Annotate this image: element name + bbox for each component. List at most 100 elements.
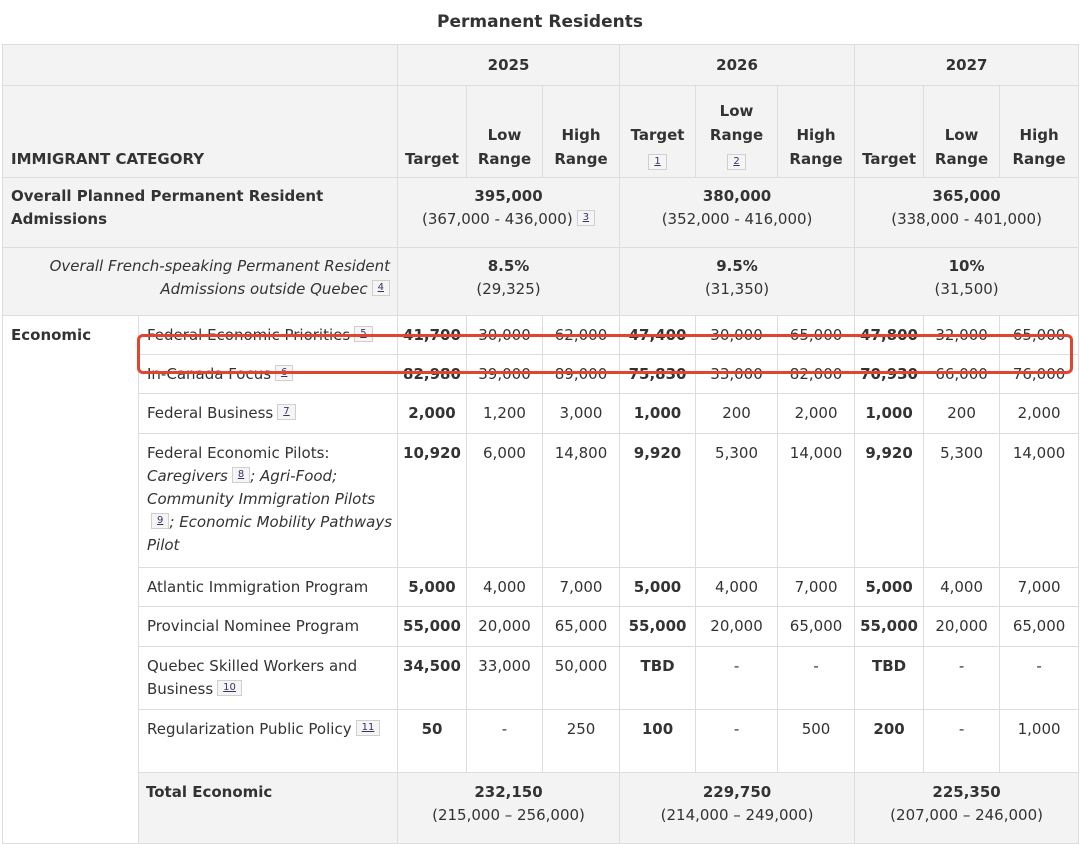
program-label: In-Canada Focus [147,365,272,383]
program-in-canada-focus: In-Canada Focus 6 [138,354,398,394]
low-2027-cell: - [923,646,1001,710]
low-2026-cell: 200 [695,393,779,434]
table-caption: Permanent Residents [437,12,643,32]
target-2026-cell: TBD [619,646,697,710]
target-2025-cell: 5,000 [397,567,467,607]
total-2027-range: (207,000 – 246,000) [890,806,1043,824]
low-2025-cell: - [466,709,543,773]
table-row: Federal Business 7 2,000 1,200 3,000 1,00… [3,393,1080,434]
high-range-header-2025: High Range [541,85,621,178]
total-2025-value: 232,150 [474,783,543,801]
high-2026-cell: 2,000 [777,393,856,434]
total-2026-value: 229,750 [702,783,772,801]
target-2027-cell: 47,800 [854,315,925,355]
french-speaking-row: Overall French-speaking Permanent Reside… [2,247,1080,316]
overall-2025-range: (367,000 - 436,000) [421,210,573,228]
high-2027-cell: 1,000 [999,709,1080,773]
high-2025-cell: 250 [541,709,621,773]
year-header-row: 2025 2026 2027 [2,44,1080,86]
program-quebec-skilled-workers: Quebec Skilled Workers and Business 10 [138,646,398,710]
high-2027-cell: 65,000 [999,606,1080,647]
low-2026-cell: 33,000 [695,354,779,394]
french-2027: 10% (31,500) [854,247,1080,316]
overall-admissions-row: Overall Planned Permanent Resident Admis… [2,177,1080,248]
high-2026-cell: 14,000 [777,433,856,568]
footnote-link-5[interactable]: 5 [354,326,373,342]
total-2027-value: 225,350 [932,783,1001,801]
table-row: Provincial Nominee Program 55,000 20,000… [3,606,1080,647]
corner-cell [2,44,398,86]
target-2027-cell: 70,930 [854,354,925,394]
program-label: Federal Business [147,404,274,422]
target-2027-cell: 55,000 [854,606,925,647]
footnote-link-11[interactable]: 11 [355,720,381,736]
target-2025-cell: 34,500 [397,646,467,710]
low-2026-cell: - [695,646,779,710]
low-2026-cell: 4,000 [695,567,779,607]
overall-admissions-label: Overall Planned Permanent Resident Admis… [2,177,398,248]
target-header-2025: Target [397,85,467,178]
table-row: Regularization Public Policy 11 50 - 250 … [3,709,1080,773]
overall-2026: 380,000 (352,000 - 416,000) [619,177,856,248]
total-economic-row: Total Economic 232,150 (215,000 – 256,000… [2,772,1080,844]
footnote-link-6[interactable]: 6 [275,365,294,381]
low-range-header-2027: Low Range [923,85,1001,178]
low-range-label-2026: Low Range [709,102,764,144]
low-2026-cell: 5,300 [695,433,779,568]
program-federal-economic-pilots: Federal Economic Pilots: Caregivers 8; Agr… [138,433,398,568]
high-2025-cell: 65,000 [541,606,621,647]
pilot-economic-mobility: ; Economic Mobility Pathways Pilot [147,513,393,554]
footnote-link-7[interactable]: 7 [277,404,296,420]
low-2025-cell: 4,000 [466,567,543,607]
target-2026-cell: 55,000 [619,606,697,647]
high-2026-cell: 82,000 [777,354,856,394]
program-regularization-public-policy: Regularization Public Policy 11 [138,709,398,773]
french-2025: 8.5% (29,325) [396,247,621,316]
target-2026-cell: 9,920 [619,433,697,568]
low-2026-cell: 20,000 [695,606,779,647]
footnote-link-8[interactable]: 8 [231,467,251,483]
overall-2027: 365,000 (338,000 - 401,000) [854,177,1080,248]
table-row: Federal Economic Pilots: Caregivers 8; Agr… [3,433,1080,568]
footnote-link-9[interactable]: 9 [151,513,170,529]
target-2027-cell: 1,000 [854,393,925,434]
low-2025-cell: 1,200 [466,393,543,434]
high-2027-cell: 2,000 [999,393,1080,434]
footnote-link-4[interactable]: 4 [371,280,390,296]
year-header-2025: 2025 [396,44,621,86]
high-2026-cell: - [777,646,856,710]
high-range-header-2026: High Range [777,85,856,178]
footnote-link-1[interactable]: 1 [648,154,667,170]
target-2027-cell: 9,920 [854,433,925,568]
french-2026: 9.5% (31,350) [619,247,856,316]
total-2025-range: (215,000 – 256,000) [432,806,585,824]
high-2026-cell: 65,000 [777,315,856,355]
footnote-link-2[interactable]: 2 [727,154,746,170]
high-2027-cell: 76,000 [999,354,1080,394]
total-economic-label: Total Economic [138,772,398,844]
french-speaking-label-cell: Overall French-speaking Permanent Reside… [2,247,398,316]
french-speaking-label: Overall French-speaking Permanent Reside… [49,257,390,298]
footnote-link-10[interactable]: 10 [217,680,242,696]
low-2027-cell: 32,000 [923,315,1001,355]
low-2027-cell: 200 [923,393,1001,434]
footnote-link-3[interactable]: 3 [576,210,596,226]
program-federal-business: Federal Business 7 [138,393,398,434]
high-2027-cell: 65,000 [999,315,1080,355]
low-2027-cell: 66,000 [923,354,1001,394]
program-label: Federal Economic Pilots: [147,444,330,462]
high-2027-cell: 7,000 [999,567,1080,607]
low-2027-cell: 20,000 [923,606,1001,647]
target-header-2027: Target [854,85,925,178]
low-2025-cell: 6,000 [466,433,543,568]
high-2025-cell: 7,000 [541,567,621,607]
low-2025-cell: 33,000 [466,646,543,710]
column-header-row: IMMIGRANT CATEGORY Target Low Range High… [2,85,1080,178]
pilot-agrifood-community: ; Agri-Food; Community Immigration Pilot… [147,467,376,508]
total-2025: 232,150 (215,000 – 256,000) [396,772,621,844]
high-2027-cell: - [999,646,1080,710]
target-2027-cell: TBD [854,646,925,710]
low-2025-cell: 20,000 [466,606,543,647]
overall-2026-range: (352,000 - 416,000) [661,210,813,228]
program-label: Regularization Public Policy [147,720,352,738]
